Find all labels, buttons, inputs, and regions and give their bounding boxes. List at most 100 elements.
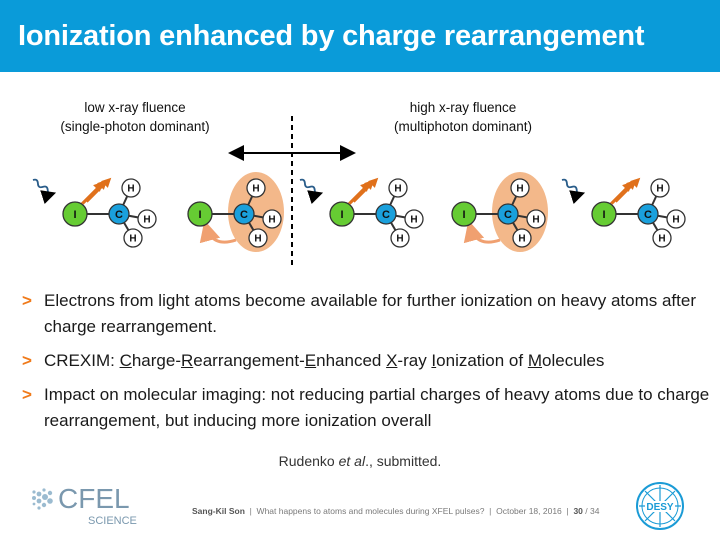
footer-speaker: Sang-Kil Son bbox=[192, 506, 245, 516]
electron-emission-arrow bbox=[82, 179, 108, 205]
hydrogen-label: H bbox=[516, 184, 523, 195]
charge-cloud bbox=[492, 172, 548, 252]
crexim-fragment: olecules bbox=[542, 351, 605, 370]
crexim-initial: I bbox=[431, 351, 437, 370]
xray-photon-icon bbox=[32, 178, 57, 204]
bullet-marker: > bbox=[22, 385, 32, 404]
carbon-label: C bbox=[115, 209, 123, 221]
footer: Sang-Kil Son | What happens to atoms and… bbox=[192, 506, 599, 516]
hydrogen-label: H bbox=[656, 184, 663, 195]
crexim-fragment: onization of bbox=[436, 351, 528, 370]
cfel-logo-text: CFEL bbox=[58, 483, 130, 514]
charge-transfer-arrow bbox=[463, 220, 501, 244]
citation-rest: ., submitted. bbox=[365, 453, 442, 469]
hydrogen-label: H bbox=[143, 215, 150, 226]
crexim-fragment: nhanced bbox=[316, 351, 387, 370]
crexim-fragment: -ray bbox=[397, 351, 432, 370]
desy-logo: DESY bbox=[636, 482, 684, 530]
hydrogen-atom bbox=[404, 209, 424, 229]
hydrogen-label: H bbox=[672, 215, 679, 226]
hydrogen-atom bbox=[123, 228, 143, 248]
iodine-label: I bbox=[462, 209, 465, 221]
hydrogen-label: H bbox=[396, 234, 403, 245]
hydrogen-label: H bbox=[129, 234, 136, 245]
hydrogen-atom bbox=[650, 178, 670, 198]
cfel-logo: CFEL SCIENCE bbox=[32, 483, 137, 527]
title-bar: Ionization enhanced by charge rearrangem… bbox=[0, 0, 720, 72]
bullet-impact: > Impact on molecular imaging: not reduc… bbox=[22, 382, 712, 434]
hydrogen-label: H bbox=[254, 234, 261, 245]
crexim-initial: X bbox=[386, 351, 398, 370]
carbon-atom bbox=[375, 203, 397, 225]
charge-cloud bbox=[228, 172, 284, 252]
hydrogen-atom bbox=[246, 178, 266, 198]
slide-title: Ionization enhanced by charge rearrangem… bbox=[18, 20, 645, 52]
hydrogen-label: H bbox=[410, 215, 417, 226]
citation: Rudenko et al., submitted. bbox=[0, 453, 720, 469]
carbon-atom bbox=[233, 203, 255, 225]
iodine-label: I bbox=[602, 209, 605, 221]
iodine-atom bbox=[62, 201, 88, 227]
hydrogen-label: H bbox=[394, 184, 401, 195]
electron-emission-arrow bbox=[345, 181, 371, 207]
low-fluence-line1: low x-ray fluence bbox=[84, 100, 186, 115]
carbon-label: C bbox=[644, 209, 652, 221]
iodine-atom bbox=[451, 201, 477, 227]
electron-emission-arrow bbox=[611, 179, 637, 205]
crexim-initial: R bbox=[180, 351, 194, 370]
hydrogen-atom bbox=[666, 209, 686, 229]
electron-emission-arrow bbox=[86, 177, 112, 203]
carbon-atom bbox=[108, 203, 130, 225]
high-fluence-line1: high x-ray fluence bbox=[409, 100, 517, 115]
bullet-text: Impact on molecular imaging: not reducin… bbox=[44, 385, 710, 430]
hydrogen-atom bbox=[262, 209, 282, 229]
carbon-label: C bbox=[382, 209, 390, 221]
crexim-initial: E bbox=[304, 351, 317, 370]
citation-author: Rudenko bbox=[278, 453, 339, 469]
carbon-label: C bbox=[240, 209, 248, 221]
hydrogen-label: H bbox=[518, 234, 525, 245]
hydrogen-label: H bbox=[658, 234, 665, 245]
hydrogen-atom bbox=[390, 228, 410, 248]
carbon-atom bbox=[637, 203, 659, 225]
crexim-fragment: earrangement- bbox=[193, 351, 305, 370]
bullet-text: CREXIM: Charge-Rearrangement-Enhanced X-… bbox=[44, 351, 604, 370]
hydrogen-atom bbox=[526, 209, 546, 229]
hydrogen-label: H bbox=[532, 215, 539, 226]
hydrogen-label: H bbox=[252, 184, 259, 195]
bullet-text: Electrons from light atoms become availa… bbox=[44, 291, 696, 336]
electron-emission-arrow bbox=[78, 181, 104, 207]
iodine-atom bbox=[187, 201, 213, 227]
hydrogen-atom bbox=[512, 228, 532, 248]
electron-emission-arrow bbox=[349, 179, 375, 205]
low-fluence-label: low x-ray fluence (single-photon dominan… bbox=[40, 98, 230, 136]
bullet-electrons: > Electrons from light atoms become avai… bbox=[22, 288, 712, 340]
citation-etal: et al bbox=[338, 453, 366, 469]
bullet-marker: > bbox=[22, 291, 32, 310]
hydrogen-atom bbox=[388, 178, 408, 198]
crexim-initial: C bbox=[119, 351, 132, 370]
footer-total: / 34 bbox=[582, 506, 600, 516]
high-fluence-label: high x-ray fluence (multiphoton dominant… bbox=[368, 98, 558, 136]
bullet-crexim: > CREXIM: Charge-Rearrangement-Enhanced … bbox=[22, 348, 712, 374]
hydrogen-atom bbox=[510, 178, 530, 198]
high-fluence-line2: (multiphoton dominant) bbox=[393, 119, 533, 134]
xray-photon-icon bbox=[299, 178, 324, 204]
hydrogen-label: H bbox=[268, 215, 275, 226]
hydrogen-atom bbox=[137, 209, 157, 229]
charge-transfer-arrow bbox=[199, 220, 237, 244]
crexim-fragment: harge- bbox=[131, 351, 181, 370]
hydrogen-atom bbox=[248, 228, 268, 248]
hydrogen-label: H bbox=[127, 184, 134, 195]
bullet-list: > Electrons from light atoms become avai… bbox=[22, 288, 712, 442]
iodine-label: I bbox=[340, 209, 343, 221]
carbon-label: C bbox=[504, 209, 512, 221]
low-fluence-line2: (single-photon dominant) bbox=[60, 119, 210, 134]
desy-logo-text: DESY bbox=[646, 502, 674, 513]
footer-talk: | What happens to atoms and molecules du… bbox=[244, 506, 574, 516]
hydrogen-atom bbox=[652, 228, 672, 248]
iodine-atom bbox=[329, 201, 355, 227]
crexim-initial: M bbox=[527, 351, 543, 370]
iodine-label: I bbox=[198, 209, 201, 221]
